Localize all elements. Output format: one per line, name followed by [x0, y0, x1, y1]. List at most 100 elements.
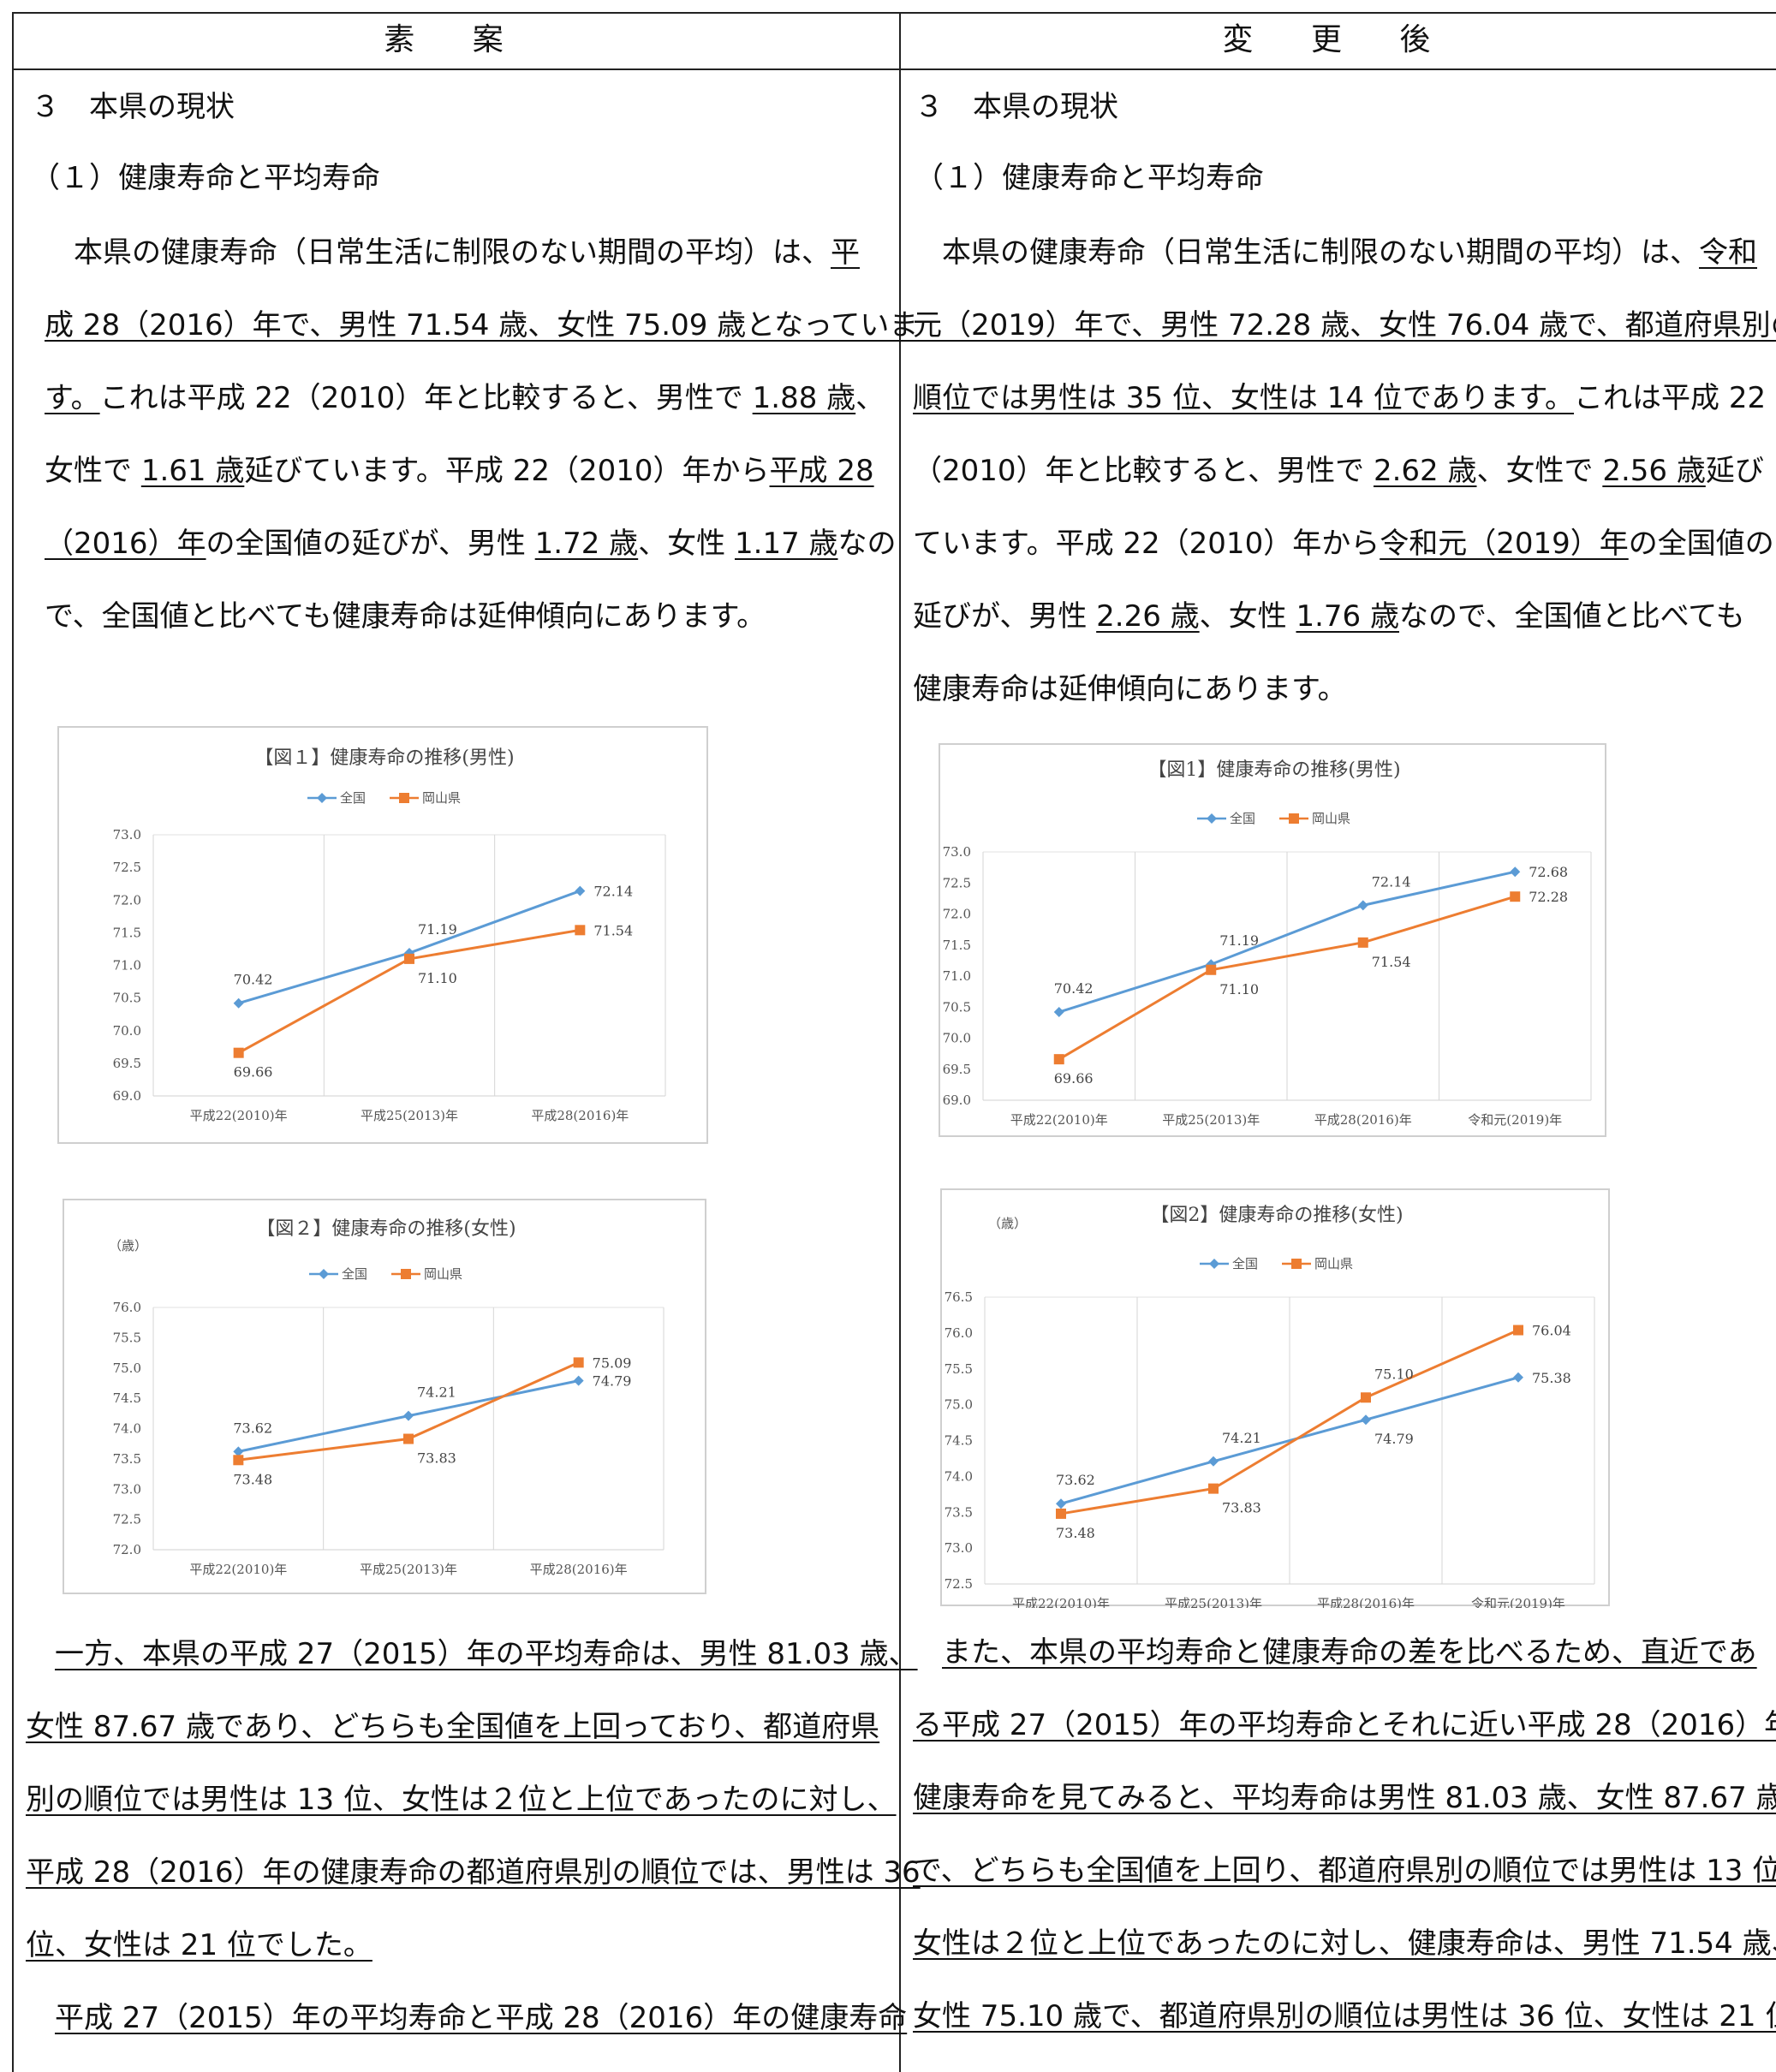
chart-title: 【図２】健康寿命の推移(女性) — [256, 1218, 516, 1240]
text-line: 女性 87.67 歳であり、どちらも全国値を上回っており、都道府県 — [26, 1691, 921, 1764]
underlined-text: 順位では男性は 35 位、女性は 14 位であります。 — [913, 381, 1575, 415]
text-segment: 、女性 — [1199, 599, 1296, 634]
data-point — [1510, 866, 1521, 878]
right-column-header: 変 更 後 — [1222, 22, 1455, 57]
comparison-table — [12, 12, 1776, 2072]
underlined-text: 女性 87.67 歳であり、どちらも全国値を上回っており、都道府県 — [26, 1710, 880, 1744]
legend-marker — [319, 1269, 329, 1279]
underlined-text: 1.76 歳 — [1296, 599, 1399, 634]
underlined-text: 令和元（2019）年 — [1380, 527, 1629, 561]
left-section-heading: ３ 本県の現状 — [31, 90, 235, 124]
y-tick-label: 70.0 — [943, 1031, 971, 1046]
data-point — [1208, 1483, 1219, 1494]
legend-label: 岡山県 — [422, 790, 461, 806]
left-column-header: 素 案 — [384, 22, 527, 57]
y-tick-label: 71.5 — [943, 938, 971, 953]
series-okayama: 73.48 73.83 75.09 — [233, 1355, 631, 1487]
series-line — [1060, 1329, 1519, 1515]
legend-label: 全国 — [1232, 1256, 1258, 1271]
text-line: 別の順位では男性は 13 位、女性は２位と上位であったのに対し、 — [26, 1764, 921, 1837]
text-segment: 健康寿命は延伸傾向にあります。 — [913, 672, 1347, 706]
text-line: 平成 28（2016）年の健康寿命の都道府県別の順位では、男性は 36 — [26, 1837, 921, 1909]
data-label: 74.21 — [417, 1384, 456, 1401]
data-point — [573, 1357, 584, 1368]
chart-legend: 全国 岡山県 — [1197, 811, 1350, 826]
data-point — [233, 997, 244, 1009]
text-line: （2016）年の全国値の延びが、男性 1.72 歳、女性 1.17 歳なの — [45, 508, 918, 581]
text-segment: 延び — [1705, 454, 1764, 488]
text-segment: 女性で — [45, 454, 141, 488]
legend-label: 岡山県 — [1314, 1256, 1353, 1271]
text-line: 元（2019）年で、男性 72.28 歳、女性 76.04 歳で、都道府県別の — [913, 289, 1776, 362]
right-subsection-heading: （１）健康寿命と平均寿命 — [915, 161, 1264, 195]
underlined-text: 2.56 歳 — [1602, 454, 1706, 488]
underlined-text: 位、女性は 21 位でした。 — [26, 1928, 372, 1962]
text-segment — [26, 2001, 55, 2035]
text-line: で、全国値と比べても健康寿命は延伸傾向にあります。 — [45, 581, 918, 653]
x-tick-label: 平成22(2010)年 — [1012, 1596, 1110, 1608]
data-label: 72.28 — [1529, 889, 1568, 905]
chart-legend: 全国 岡山県 — [309, 1266, 462, 1282]
y-tick-label: 73.0 — [943, 844, 971, 860]
x-tick-label: 平成25(2013)年 — [360, 1562, 457, 1577]
underlined-text: 平成 28（2016）年の健康寿命の都道府県別の順位では、男性は 36 — [26, 1855, 921, 1890]
underlined-text: す。 — [45, 381, 100, 415]
data-label: 73.48 — [1056, 1525, 1095, 1541]
text-segment — [26, 1637, 55, 1671]
data-label: 70.42 — [1054, 980, 1094, 997]
series-okayama: 69.66 71.10 71.54 72.28 — [1053, 889, 1568, 1087]
x-tick-label: 平成25(2013)年 — [1162, 1112, 1260, 1128]
text-line: る平成 27（2015）年の平均寿命とそれに近い平成 28（2016）年の — [913, 1689, 1776, 1762]
y-tick-label: 74.0 — [945, 1468, 973, 1484]
y-tick-label: 72.0 — [113, 1542, 141, 1557]
series-national: 70.42 71.19 72.14 — [233, 884, 633, 1009]
underlined-text: 健康寿命を見てみると、平均寿命は男性 81.03 歳、女性 87.67 歳 — [913, 1781, 1776, 1815]
data-label: 75.10 — [1374, 1366, 1414, 1382]
text-segment: 延びが、男性 — [913, 599, 1097, 634]
header-rule — [12, 68, 1776, 70]
y-tick-label: 71.5 — [113, 925, 141, 940]
right-chart-1: 【図1】健康寿命の推移(男性) 全国 岡山県 73.0 72.5 72.0 71.5 71.0… — [943, 759, 1592, 1128]
y-tick-label: 72.5 — [113, 1512, 141, 1527]
y-tick-label: 70.5 — [943, 999, 971, 1015]
data-point — [1513, 1325, 1523, 1336]
y-tick-label: 73.5 — [113, 1451, 141, 1467]
text-segment: これは平成 22（2010）年と比較すると、男性で — [99, 381, 753, 415]
underlined-text: 令和 — [1699, 235, 1757, 270]
data-label: 73.83 — [417, 1450, 456, 1467]
underlined-text: 2.62 歳 — [1373, 454, 1477, 488]
series-okayama: 69.66 71.10 71.54 — [233, 922, 633, 1081]
text-line: 女性で 1.61 歳延びています。平成 22（2010）年から平成 28 — [45, 435, 918, 508]
data-label: 69.66 — [1054, 1070, 1094, 1087]
y-tick-label: 73.0 — [945, 1540, 973, 1556]
series-line — [1060, 1376, 1519, 1505]
underlined-text: 平成 27（2015）年の平均寿命と平成 28（2016）年の健康寿命 — [55, 2001, 908, 2035]
data-point — [1357, 937, 1368, 948]
text-segment: 延びています。平成 22（2010）年から — [244, 454, 770, 488]
legend-marker — [1207, 813, 1217, 824]
y-tick-label: 72.5 — [113, 860, 141, 875]
data-label: 70.42 — [234, 972, 273, 988]
y-tick-label: 72.0 — [113, 892, 141, 908]
series-line — [1058, 895, 1516, 1061]
y-tick-label: 75.0 — [113, 1360, 141, 1376]
x-tick-label: 平成22(2010)年 — [1010, 1112, 1108, 1128]
left-chart-2-box: 【図２】健康寿命の推移(女性) （歳） 全国 岡山県 76.0 75.5 75.0 74.5 7… — [63, 1199, 706, 1594]
y-tick-label: 73.5 — [945, 1504, 973, 1520]
text-line: 健康寿命を見てみると、平均寿命は男性 81.03 歳、女性 87.67 歳 — [913, 1762, 1776, 1835]
x-tick-label: 平成25(2013)年 — [361, 1108, 458, 1123]
text-line: また、本県の平均寿命と健康寿命の差を比べるため、直近であ — [913, 1617, 1776, 1689]
text-line: 一方、本県の平成 27（2015）年の平均寿命は、男性 81.03 歳、 — [26, 1618, 921, 1691]
data-label: 71.10 — [1219, 981, 1259, 997]
data-label: 72.14 — [593, 884, 633, 900]
data-point — [403, 1410, 414, 1421]
y-tick-label: 71.0 — [943, 968, 971, 984]
underlined-text: で、どちらも全国値を上回り、都道府県別の順位では男性は 13 位、 — [913, 1854, 1776, 1888]
y-tick-label: 73.0 — [113, 1481, 141, 1497]
underlined-text: （2016）年 — [45, 527, 206, 561]
text-segment: の全国値の延びが、男性 — [206, 527, 535, 561]
data-label: 71.54 — [593, 922, 633, 938]
y-tick-label: 76.0 — [945, 1325, 973, 1341]
text-segment: 本県の健康寿命（日常生活に制限のない期間の平均）は、 — [913, 235, 1699, 270]
right-section-heading: ３ 本県の現状 — [915, 90, 1118, 124]
